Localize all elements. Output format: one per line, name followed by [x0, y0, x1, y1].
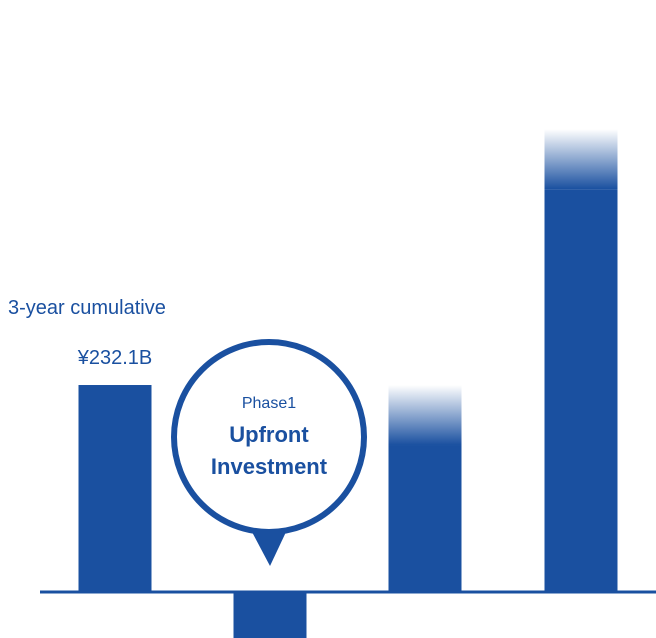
bar-2-negative [233, 592, 307, 638]
phase-title-line1: Upfront [229, 422, 309, 447]
bar-4 [544, 189, 618, 592]
phase-title-line2: Investment [211, 454, 328, 479]
bar-1 [78, 385, 152, 592]
bars-layer [78, 129, 618, 638]
bar-3 [388, 445, 462, 592]
phase-label: Phase1 [242, 395, 296, 412]
callout-circle [171, 339, 367, 535]
callout-pointer [252, 532, 286, 566]
bar-fade-top [544, 129, 618, 190]
phase1-callout-bubble: Phase1 Upfront Investment [171, 339, 367, 566]
bar-value-label: ¥232.1B [77, 347, 153, 369]
bar-fade-top [388, 385, 462, 446]
cumulative-label: 3-year cumulative [8, 297, 166, 319]
